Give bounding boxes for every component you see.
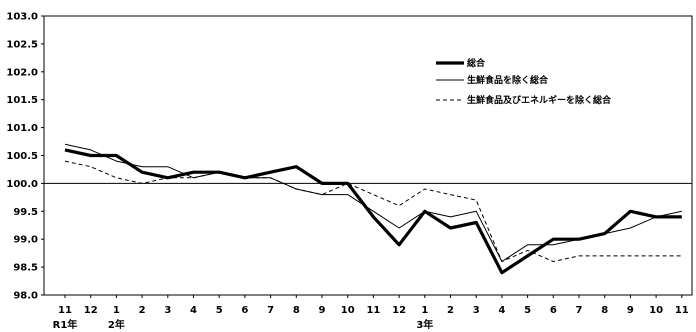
y-tick-label: 100.0 [6,179,38,190]
y-tick-label: 101.0 [6,123,38,134]
y-tick-label: 102.0 [6,67,38,78]
x-tick-label: 10 [341,305,355,316]
x-tick-label: 8 [293,305,300,316]
x-tick-label: 7 [267,305,274,316]
x-tick-label: 1 [113,305,120,316]
era-label: 2年 [108,318,125,331]
x-tick-label: 12 [84,305,98,316]
x-tick-label: 8 [601,305,608,316]
x-tick-label: 1 [421,305,428,316]
legend-label-2: 生鮮食品及びエネルギーを除く総合 [467,94,612,106]
x-tick-label: 9 [319,305,326,316]
x-tick-label: 7 [576,305,583,316]
legend-label-1: 生鮮食品を除く総合 [467,74,549,86]
x-tick-label: 12 [392,305,406,316]
plot-frame [43,15,693,296]
x-tick-label: 5 [524,305,531,316]
y-tick-label: 98.0 [13,291,38,302]
legend-label-0: 総合 [467,57,486,69]
x-tick-label: 6 [550,305,557,316]
series-line-0 [64,148,682,275]
x-tick-label: 4 [190,305,197,316]
x-tick-label: 6 [241,305,248,316]
gridlines [43,15,693,296]
x-tick-label: 4 [498,305,505,316]
era-label: 3年 [416,318,433,331]
y-tick-label: 101.5 [6,95,38,106]
x-tick-label: 11 [675,305,689,316]
y-axis-ticks: 98.0 98.5 99.0 99.5 100.0 100.5 101.0 101.5 102.… [6,12,44,302]
y-tick-label: 102.5 [6,39,38,50]
x-tick-label: 9 [627,305,634,316]
x-tick-label: 2 [139,305,146,316]
series-line-1 [64,143,682,262]
x-tick-label: 2 [447,305,454,316]
x-tick-label: 5 [216,305,223,316]
x-tick-label: 10 [649,305,663,316]
series-lines [64,143,682,275]
x-tick-label: 3 [164,305,171,316]
era-label: R1年 [53,318,78,331]
y-tick-label: 100.5 [6,151,38,162]
y-tick-label: 99.0 [13,235,38,246]
x-tick-label: 11 [58,305,72,316]
x-tick-label: 11 [366,305,380,316]
y-tick-label: 98.5 [13,263,38,274]
x-tick-label: 3 [473,305,480,316]
y-tick-label: 99.5 [13,207,38,218]
y-tick-label: 103.0 [6,12,38,23]
